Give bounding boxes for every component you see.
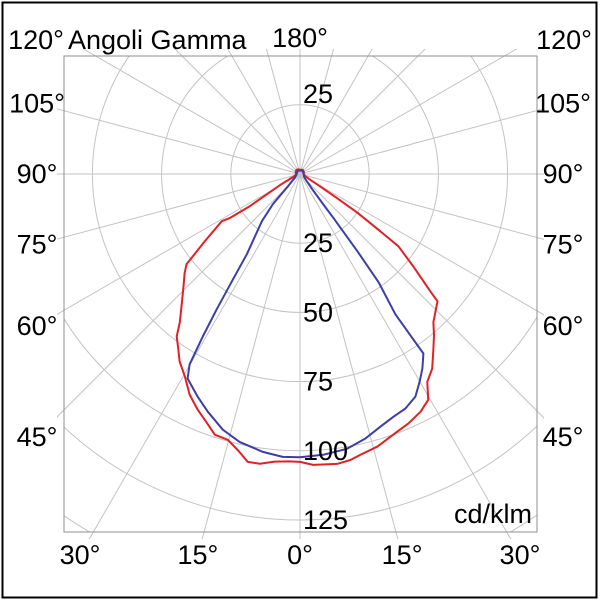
gamma-ray [299, 49, 518, 175]
radial-label-125: 125 [303, 505, 348, 535]
gamma-ray [299, 173, 544, 240]
gamma-label-left-90: 90° [17, 159, 58, 189]
unit-label: cd/klm [454, 499, 532, 529]
gamma-ray [299, 173, 399, 539]
gamma-label-right-105: 105° [535, 89, 591, 119]
gamma-ray [57, 173, 301, 418]
radial-label-100: 100 [303, 436, 348, 466]
gamma-label-left-75: 75° [17, 229, 58, 259]
gamma-ray [88, 173, 301, 539]
gamma-label-left-45: 45° [17, 422, 58, 452]
gamma-label-right-90: 90° [543, 159, 584, 189]
intensity-curves [175, 168, 439, 466]
gamma-label-right-75: 75° [543, 229, 584, 259]
radial-label-50: 50 [303, 297, 333, 327]
gamma-ray [299, 108, 544, 175]
gamma-ray [201, 173, 301, 539]
gamma-ray [299, 173, 512, 539]
gamma-label-bottom-1: 15° [177, 540, 218, 570]
gamma-label-bottom-0: 30° [60, 540, 101, 570]
gamma-label-left-60: 60° [17, 311, 58, 341]
gamma-ray [174, 49, 301, 175]
plot-border [63, 55, 538, 533]
gamma-ray [57, 173, 301, 315]
radial-gridline [64, 315, 537, 452]
intensity-curve-blue [186, 169, 425, 459]
gamma-label-left-105: 105° [9, 89, 65, 119]
gamma-ray [299, 173, 544, 316]
radial-gridline [91, 56, 509, 383]
intensity-curve-red [175, 168, 439, 466]
gamma-ray [299, 49, 426, 175]
radial-gridline [64, 425, 537, 521]
radial-gridline [230, 104, 370, 244]
gamma-ray [82, 49, 301, 175]
gamma-label-bottom-4: 30° [500, 540, 541, 570]
gamma-label-right-60: 60° [543, 311, 584, 341]
gamma-label-bottom-3: 15° [382, 540, 423, 570]
radial-gridline [161, 56, 439, 313]
chart-title: Angoli Gamma [68, 25, 248, 55]
gamma-label-top-center: 180° [272, 23, 328, 53]
radial-label-top-25: 25 [303, 79, 333, 109]
gamma-ray [57, 173, 301, 240]
gamma-label-top-right: 120° [536, 25, 592, 55]
radial-label-25: 25 [303, 228, 333, 258]
gamma-ray [299, 173, 544, 419]
gamma-label-bottom-2: 0° [287, 540, 313, 570]
gamma-label-top-left: 120° [8, 25, 64, 55]
gamma-label-right-45: 45° [543, 422, 584, 452]
gamma-ray [57, 108, 301, 175]
radial-label-75: 75 [303, 367, 333, 397]
